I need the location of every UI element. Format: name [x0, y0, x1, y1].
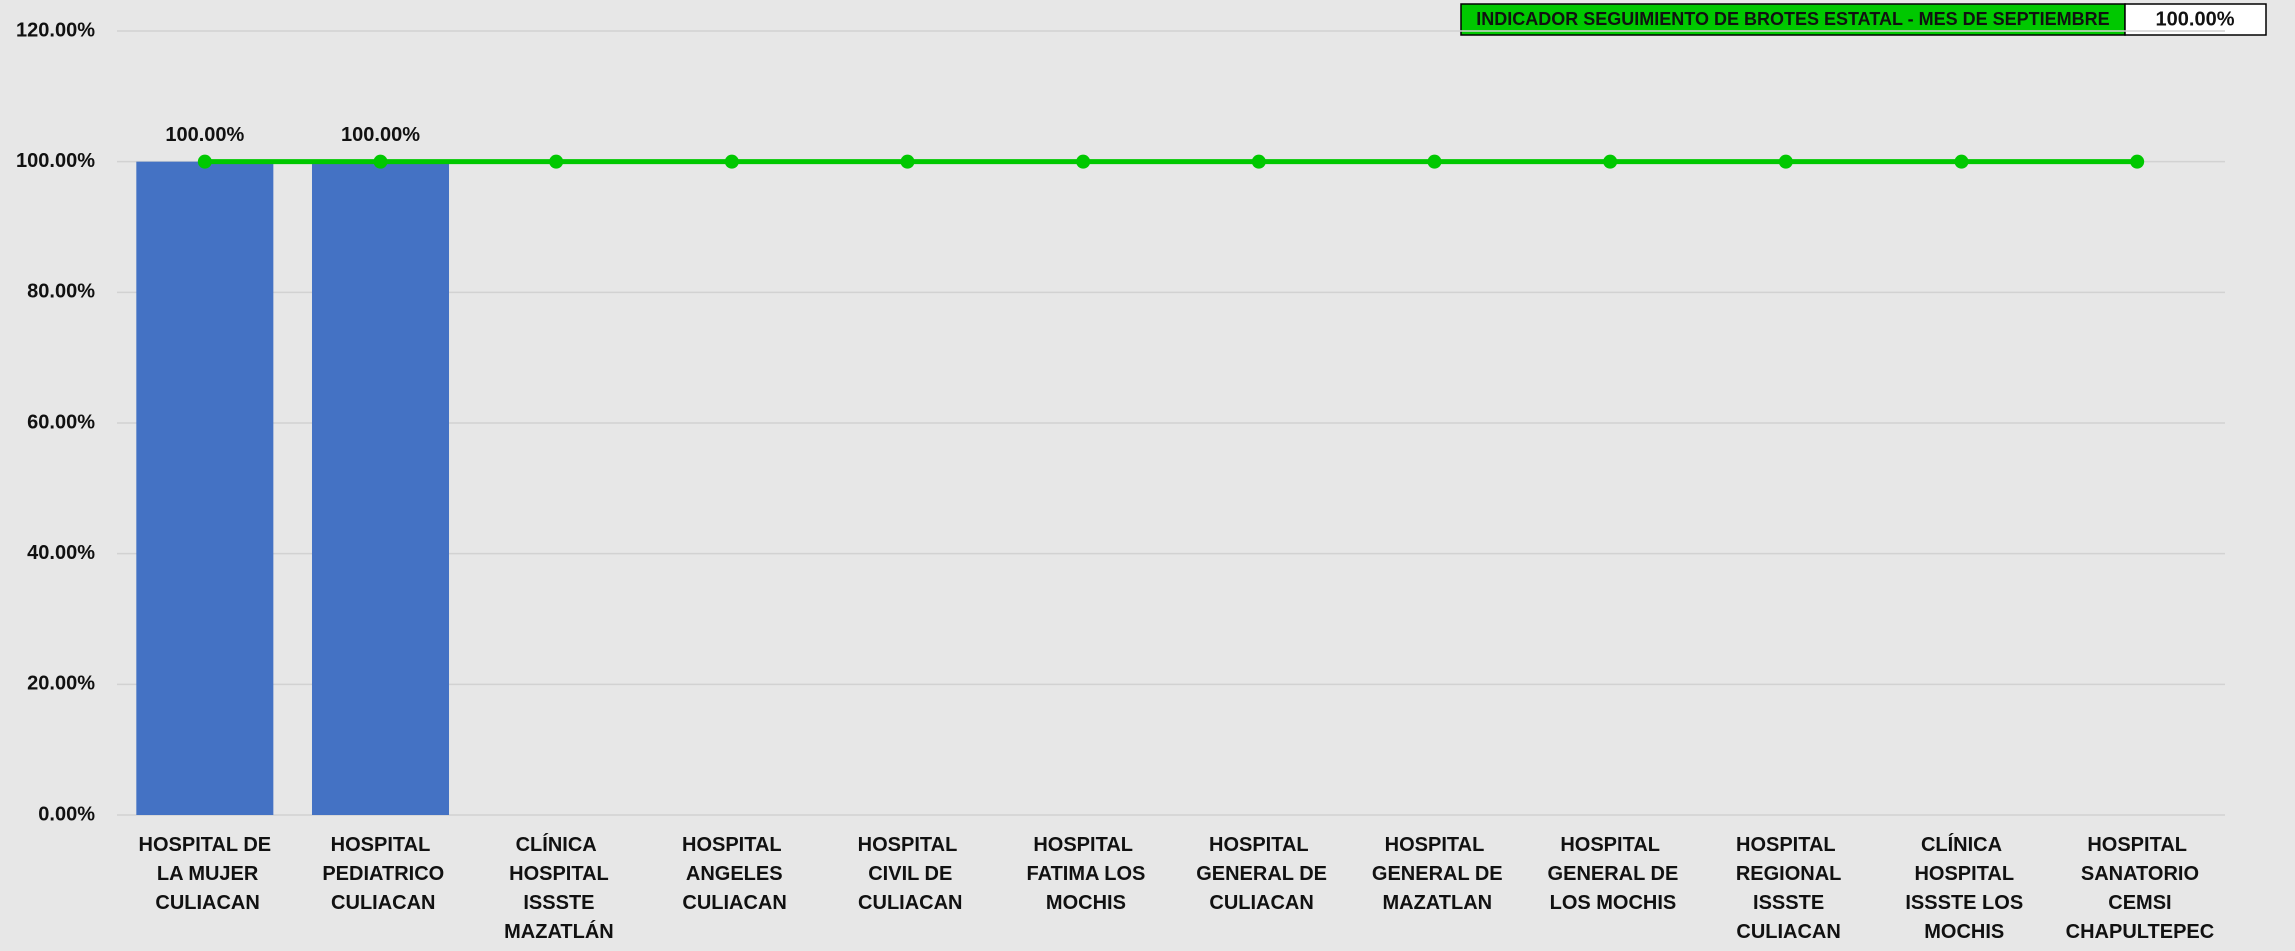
x-tick-label: HOSPITAL GENERAL DE MAZATLAN	[1366, 834, 1502, 914]
line-marker	[1076, 154, 1091, 169]
line-marker	[1954, 154, 1969, 169]
x-tick-label: HOSPITAL GENERAL DE LOS MOCHIS	[1542, 834, 1678, 914]
y-tick-label: 100.00%	[16, 150, 95, 172]
indicator-value-box	[2124, 3, 2267, 36]
line-marker	[1251, 154, 1266, 169]
x-tick-label: CLÍNICA HOSPITAL ISSSTE LOS MOCHIS	[1900, 833, 2023, 943]
line-marker	[724, 154, 739, 169]
x-tick-label: HOSPITAL SANATORIO CEMSI CHAPULTEPEC	[2060, 834, 2214, 943]
line-marker	[197, 154, 212, 169]
x-tick-label: CLÍNICA HOSPITAL ISSSTE MAZATLÁN	[499, 833, 614, 943]
x-tick-label: HOSPITAL PEDIATRICO CULIACAN	[317, 834, 444, 914]
data-label: 100.00%	[165, 124, 244, 146]
indicator-box	[1460, 3, 2126, 36]
y-tick-label: 0.00%	[38, 803, 95, 825]
x-tick-label: HOSPITAL CIVIL DE CULIACAN	[853, 834, 963, 914]
x-tick-label: HOSPITAL REGIONAL ISSSTE CULIACAN	[1730, 834, 1841, 943]
y-tick-label: 40.00%	[27, 542, 95, 564]
y-tick-label: 20.00%	[27, 673, 95, 695]
x-tick-label: HOSPITAL DE LA MUJER CULIACAN	[139, 834, 272, 914]
line-marker	[549, 154, 564, 169]
y-tick-label: 80.00%	[27, 281, 95, 303]
indicator-name: INDICADOR SEGUIMIENTO DE BROTES ESTATAL …	[1476, 9, 2109, 29]
bar	[136, 161, 274, 815]
line-marker	[900, 154, 915, 169]
x-tick-label: HOSPITAL GENERAL DE CULIACAN	[1191, 834, 1327, 914]
line-marker	[1778, 154, 1793, 169]
line-marker	[2130, 154, 2145, 169]
line-marker	[373, 154, 388, 169]
x-tick-label: HOSPITAL FATIMA LOS MOCHIS	[1021, 834, 1145, 914]
y-tick-label: 60.00%	[27, 411, 95, 433]
line-marker	[1427, 154, 1442, 169]
indicator-value: 100.00%	[2156, 8, 2235, 30]
data-label: 100.00%	[341, 124, 420, 146]
y-tick-label: 120.00%	[16, 19, 95, 41]
x-tick-label: HOSPITAL ANGELES CULIACAN	[677, 834, 787, 914]
bar	[311, 161, 450, 815]
line-marker	[1603, 154, 1618, 169]
